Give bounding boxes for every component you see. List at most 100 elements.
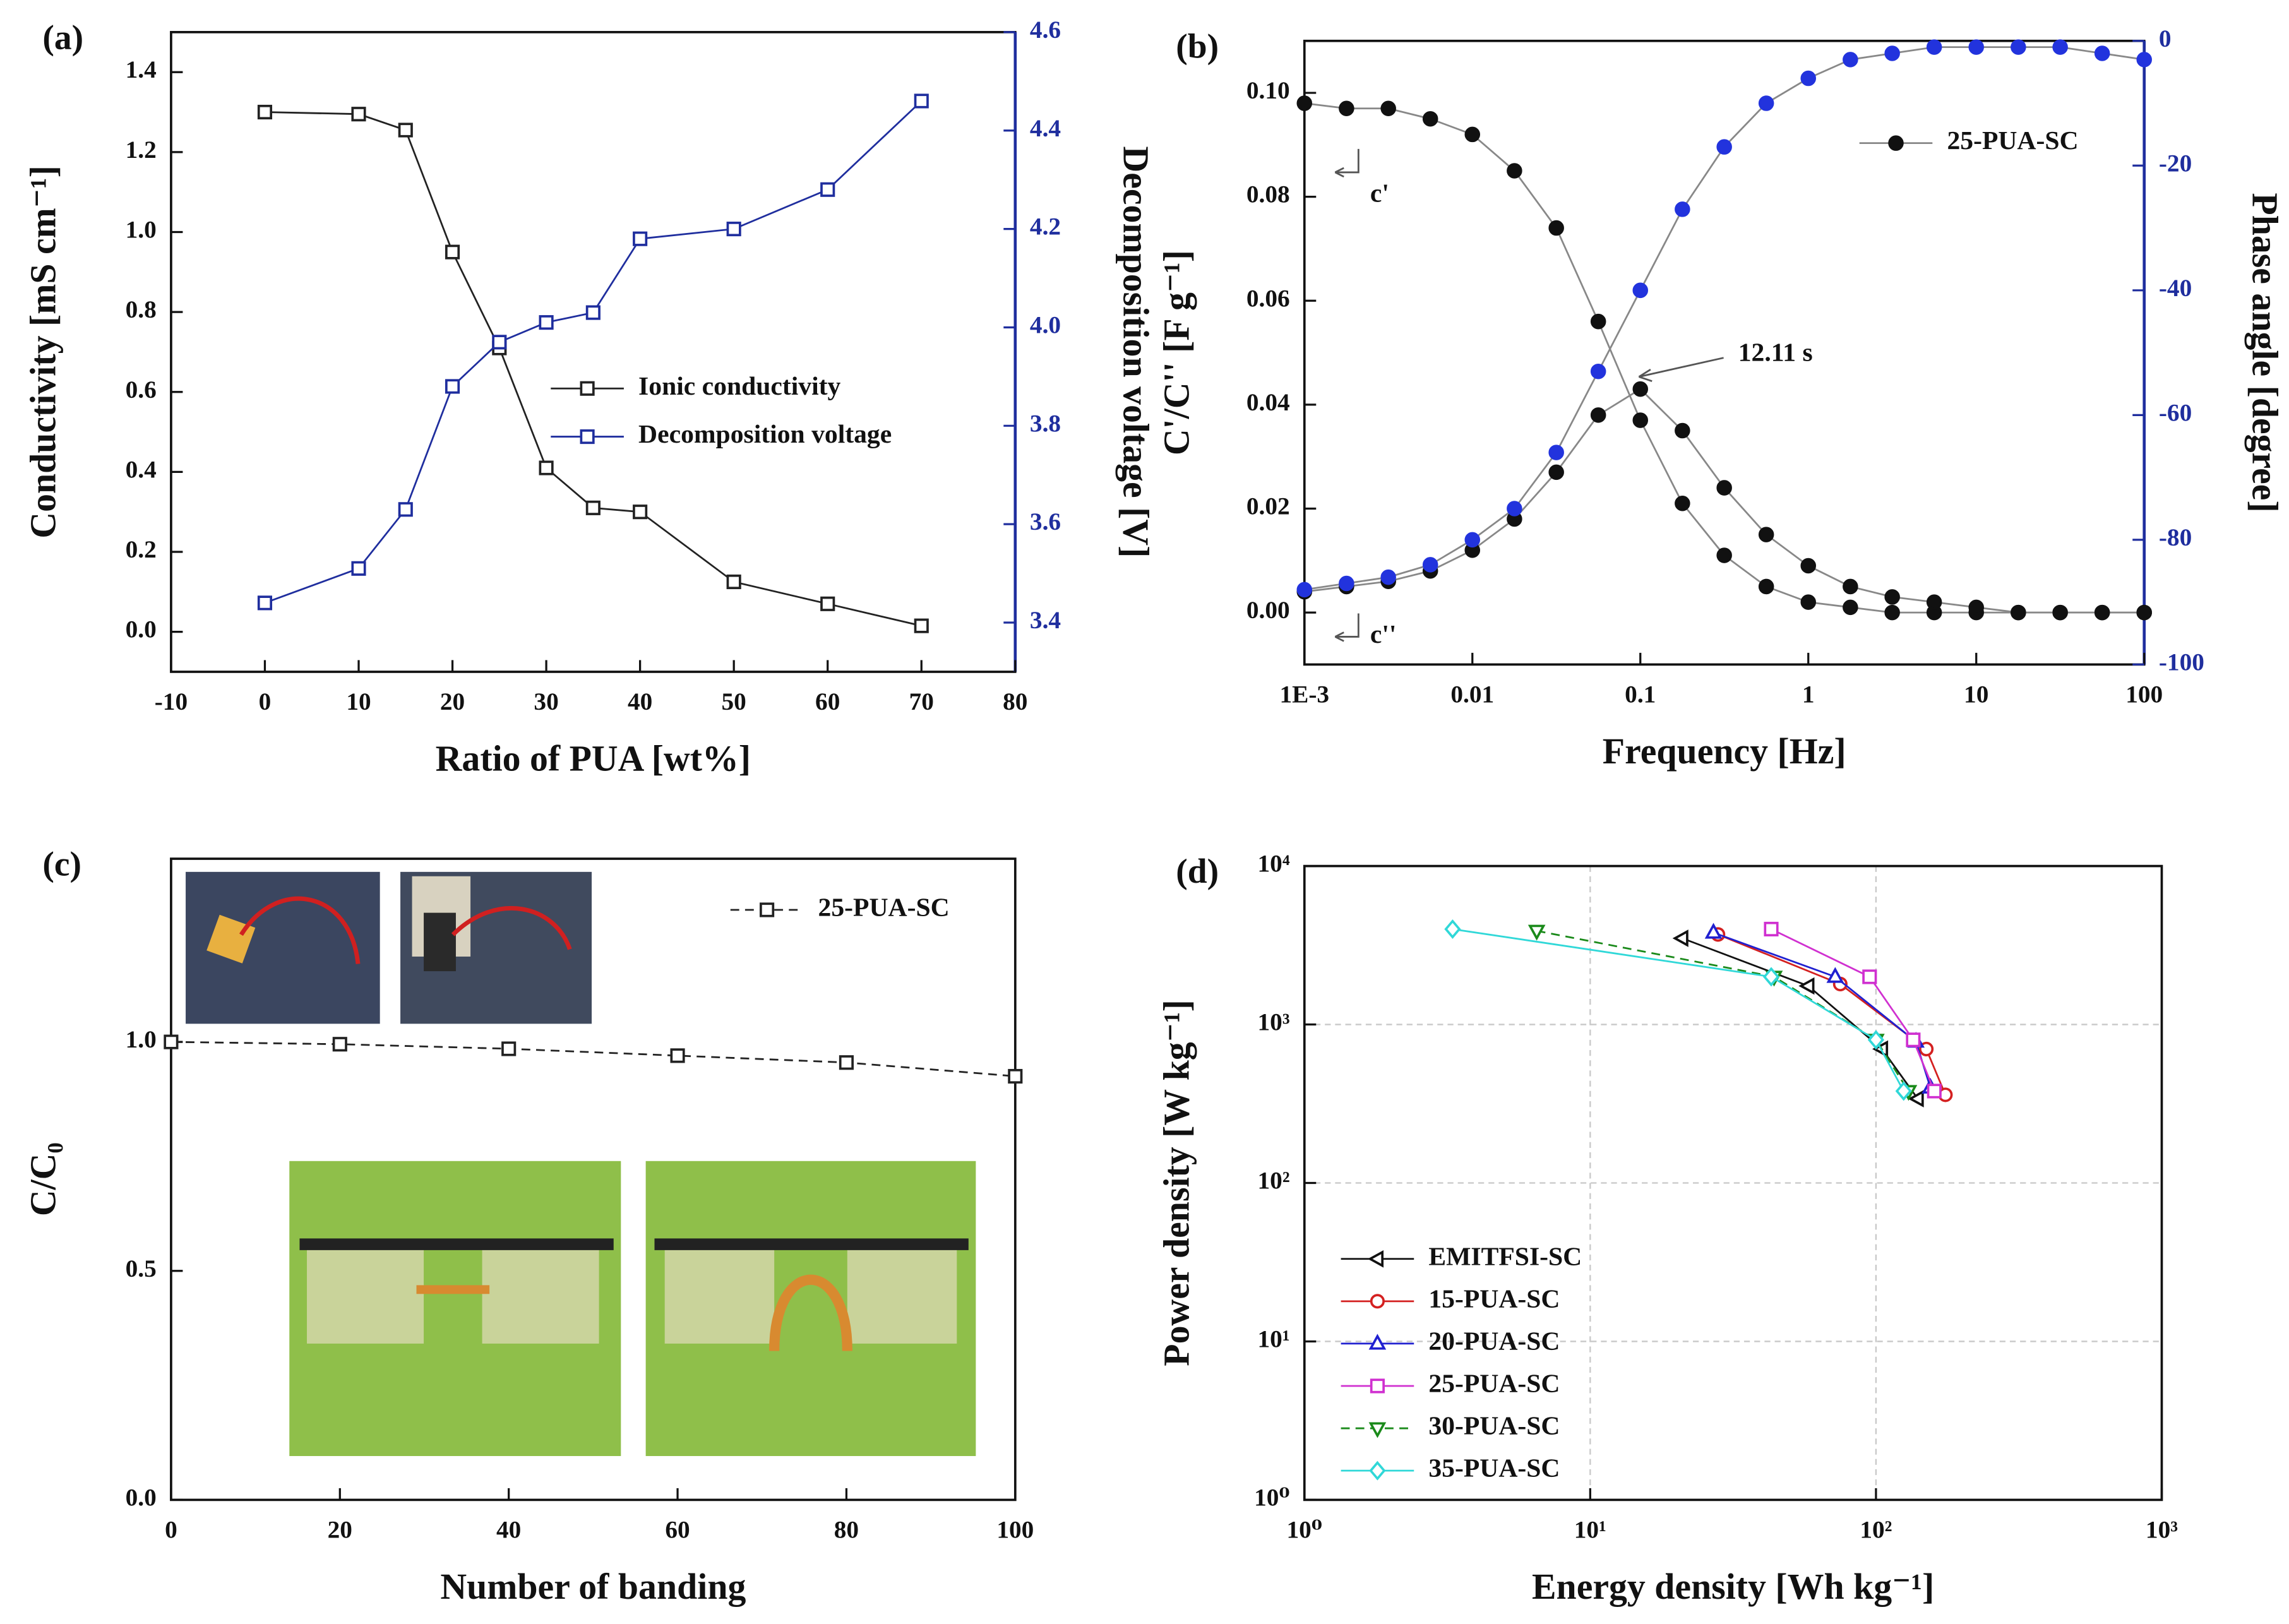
y2-tick-label: 4.6	[1030, 16, 1061, 44]
legend-marker	[1368, 1334, 1387, 1350]
marker	[1507, 163, 1522, 179]
y-tick-label: 0.2	[126, 535, 157, 563]
annotation-arrow	[1334, 148, 1360, 178]
marker	[2136, 52, 2152, 68]
y2-tick-label: 3.4	[1030, 606, 1061, 634]
marker	[1800, 70, 1816, 87]
x-tick-label: 60	[665, 1515, 690, 1543]
legend-marker	[760, 902, 775, 917]
marker	[1908, 1090, 1924, 1108]
marker	[1716, 139, 1732, 155]
y-tick-label: 0.8	[126, 296, 157, 323]
marker	[839, 1055, 854, 1070]
legend-marker	[1370, 1378, 1385, 1394]
x-tick-label: 70	[909, 688, 934, 715]
marker	[1716, 547, 1732, 563]
panel-label: (a)	[42, 18, 83, 57]
photo-detail	[664, 1241, 775, 1344]
legend-marker	[1367, 1250, 1384, 1268]
marker	[1422, 110, 1438, 127]
y-axis-title: C/C₀	[23, 1142, 64, 1216]
y-tick-label: 0.4	[126, 455, 157, 483]
x-tick-label: 10	[1964, 680, 1988, 708]
marker	[332, 1037, 347, 1052]
y-tick-label: 1.2	[126, 136, 157, 164]
y2-axis-title: Decomposition voltage [V]	[1116, 146, 1157, 558]
series-line	[1452, 928, 1904, 1092]
y-axis-title: Conductivity [mS cm⁻¹]	[23, 165, 64, 539]
marker	[2011, 604, 2026, 621]
photo-detail	[307, 1241, 424, 1344]
marker	[585, 500, 601, 515]
marker	[1867, 1030, 1885, 1050]
x-tick-label: 0	[259, 688, 272, 715]
y2-tick-label: 0	[2159, 25, 2172, 52]
marker	[539, 460, 554, 475]
marker	[1758, 527, 1774, 542]
chart-panel: 0 20 40 60 80 100 0.0 0.5 1.0 (c) Number of bandin…	[23, 845, 1034, 1607]
marker	[1927, 1084, 1942, 1099]
marker	[1968, 39, 1984, 55]
marker	[2052, 39, 2068, 55]
marker	[1008, 1068, 1023, 1084]
y2-tick-label: 4.0	[1030, 311, 1061, 338]
marker	[398, 502, 413, 517]
marker	[1632, 412, 1649, 428]
series-line	[1304, 388, 2144, 614]
photo-detail	[769, 1274, 852, 1351]
plot-frame	[170, 31, 1017, 673]
panel-label: (c)	[42, 845, 81, 884]
annotation: c''	[1370, 620, 1397, 649]
marker	[1422, 557, 1438, 573]
x-tick-label: -10	[155, 688, 188, 715]
x-tick-label: 30	[534, 688, 558, 715]
marker	[539, 315, 554, 330]
chart-panel: 10⁰ 10¹ 10² 10³ 10⁰ 10¹ 10² 10³ 10⁴ (d) Energy den…	[1156, 850, 2178, 1607]
y-tick-label: 0.0	[126, 1483, 157, 1511]
x-tick-label: 1E-3	[1279, 680, 1329, 708]
marker	[1968, 599, 1984, 616]
marker	[257, 595, 273, 611]
photo-insets	[186, 871, 976, 1457]
marker	[820, 596, 835, 611]
marker	[1444, 919, 1461, 939]
legend-marker	[1368, 1422, 1387, 1438]
y-tick-label: 1.0	[126, 216, 157, 244]
photo-detail	[206, 914, 256, 964]
marker	[1884, 45, 1900, 61]
y-tick-label: 10²	[1258, 1167, 1290, 1195]
y2-tick-label: -80	[2159, 523, 2192, 551]
marker	[445, 244, 460, 260]
y-tick-label: 10³	[1258, 1008, 1290, 1036]
y-tick-label: 10⁰	[1254, 1483, 1290, 1511]
legend-label: 35-PUA-SC	[1428, 1454, 1560, 1483]
y2-tick-label: 4.2	[1030, 213, 1061, 241]
y2-axis-title: Phase angle [degree]	[2244, 193, 2285, 512]
x-tick-label: 0.01	[1450, 680, 1494, 708]
photo-detail	[482, 1241, 599, 1344]
y-tick-label: 1.4	[126, 56, 157, 83]
legend-marker	[580, 429, 595, 445]
y-tick-label: 0.08	[1246, 181, 1290, 208]
marker	[1758, 578, 1774, 595]
marker	[445, 379, 460, 394]
marker	[1926, 39, 1942, 55]
y2-tick-label: -60	[2159, 398, 2192, 426]
marker	[1672, 929, 1688, 947]
x-tick-label: 20	[440, 688, 465, 715]
marker	[633, 505, 648, 520]
y2-tick-label: 4.4	[1030, 114, 1061, 142]
x-tick-label: 60	[815, 688, 840, 715]
series-line	[170, 1041, 1015, 1077]
marker	[1800, 594, 1816, 610]
y-tick-label: 0.0	[126, 616, 157, 643]
marker	[1632, 381, 1649, 397]
marker	[1590, 363, 1606, 379]
marker	[1464, 126, 1481, 143]
photo-detail	[239, 896, 361, 964]
marker	[1590, 313, 1606, 330]
plot-frame	[170, 857, 1017, 1502]
x-tick-label: 80	[834, 1515, 859, 1543]
photo-detail	[847, 1241, 957, 1344]
marker	[1380, 100, 1396, 117]
